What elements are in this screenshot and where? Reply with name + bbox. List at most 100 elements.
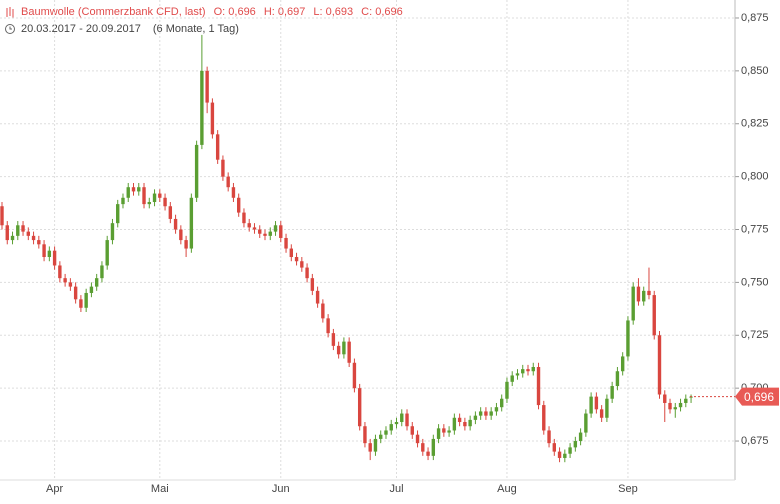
candle-body bbox=[79, 299, 83, 308]
candle-body bbox=[226, 176, 230, 188]
candle-body bbox=[179, 229, 183, 241]
candle-body bbox=[421, 443, 425, 452]
candle-body bbox=[463, 422, 467, 427]
candle-body bbox=[5, 225, 9, 241]
candle-body bbox=[121, 197, 125, 205]
candle-body bbox=[657, 335, 662, 395]
candle-body bbox=[484, 411, 488, 416]
candle-body bbox=[442, 428, 446, 433]
candle-body bbox=[321, 303, 325, 319]
candle-body bbox=[273, 225, 278, 232]
candle-body bbox=[478, 411, 483, 416]
candle-body bbox=[515, 373, 520, 376]
candle-body bbox=[116, 204, 120, 224]
candle-body bbox=[305, 267, 309, 279]
candle-body bbox=[258, 229, 262, 234]
candle-body bbox=[310, 278, 315, 291]
candle-body bbox=[342, 341, 346, 355]
candle-body bbox=[599, 409, 604, 418]
date-range: 20.03.2017 - 20.09.2017 bbox=[21, 23, 141, 35]
candle-body bbox=[584, 413, 588, 433]
candle-body bbox=[489, 411, 493, 416]
candle-body bbox=[410, 426, 414, 435]
candle-body bbox=[494, 407, 499, 412]
candle-body bbox=[231, 187, 236, 198]
candle-body bbox=[557, 451, 562, 458]
candle-body bbox=[389, 424, 393, 431]
candle-body bbox=[284, 237, 288, 249]
candle-body bbox=[405, 413, 409, 427]
candle-body bbox=[168, 206, 173, 219]
candle-body bbox=[242, 212, 246, 224]
candle-body bbox=[237, 197, 241, 213]
candle-body bbox=[678, 402, 683, 408]
candle-body bbox=[110, 223, 115, 241]
candle-body bbox=[173, 218, 178, 230]
candle-body bbox=[42, 244, 46, 258]
clock-icon bbox=[5, 24, 15, 34]
quote-value: O: 0,696 bbox=[214, 6, 256, 18]
candle-body bbox=[652, 295, 656, 336]
candle-body bbox=[105, 240, 109, 266]
candle-body bbox=[47, 250, 52, 258]
candle-body bbox=[400, 413, 404, 423]
y-tick-label: 0,875 bbox=[741, 12, 769, 24]
y-tick-label: 0,800 bbox=[741, 171, 769, 183]
candle-body bbox=[10, 235, 15, 241]
candle-body bbox=[221, 159, 225, 177]
candle-body bbox=[663, 394, 667, 403]
candle-body bbox=[336, 345, 341, 355]
candle-body bbox=[131, 187, 136, 192]
candle-body bbox=[642, 290, 646, 302]
candle-body bbox=[673, 407, 677, 410]
candle-body bbox=[147, 202, 151, 205]
candle-body bbox=[84, 292, 88, 308]
candle-body bbox=[58, 265, 62, 279]
candle-body bbox=[200, 70, 204, 145]
candle-body bbox=[578, 432, 583, 442]
y-tick-label: 0,825 bbox=[741, 118, 769, 130]
header-icon bbox=[6, 7, 14, 18]
candle-body bbox=[126, 187, 130, 198]
candle-body bbox=[189, 197, 194, 249]
candle-body bbox=[73, 286, 78, 300]
candle-body bbox=[573, 441, 578, 448]
candle-body bbox=[326, 318, 330, 334]
candle-body bbox=[568, 447, 572, 454]
candle-body bbox=[158, 193, 162, 198]
candle-body bbox=[394, 422, 399, 425]
quote-value: C: 0,696 bbox=[361, 6, 403, 18]
candle-body bbox=[620, 356, 625, 372]
candle-body bbox=[94, 278, 99, 287]
candle-body bbox=[684, 398, 688, 403]
candle-body bbox=[21, 225, 25, 232]
candle-body bbox=[615, 371, 620, 387]
candle-body bbox=[626, 320, 630, 357]
candle-body bbox=[352, 362, 357, 389]
candle-body bbox=[510, 375, 514, 382]
chart-title: Baumwolle (Commerzbank CFD, last) bbox=[21, 6, 206, 18]
candle-body bbox=[552, 443, 556, 452]
candle-body bbox=[636, 286, 641, 302]
candle-body bbox=[215, 134, 220, 160]
candle-body bbox=[289, 248, 293, 258]
candle-body bbox=[89, 286, 94, 293]
candle-body bbox=[610, 386, 614, 399]
candle-body bbox=[436, 428, 441, 439]
candle-body bbox=[184, 240, 188, 249]
candle-body bbox=[468, 419, 472, 427]
candle-body bbox=[26, 231, 30, 236]
candle-body bbox=[68, 282, 73, 287]
candle-body bbox=[252, 227, 257, 230]
candle-body bbox=[137, 187, 141, 192]
y-tick-label: 0,725 bbox=[741, 329, 769, 341]
candle-body bbox=[668, 402, 672, 410]
period: (6 Monate, 1 Tag) bbox=[153, 23, 239, 35]
y-tick-label: 0,850 bbox=[741, 65, 769, 77]
last-price-label: 0,696 bbox=[744, 390, 774, 404]
candle-body bbox=[194, 144, 199, 198]
candle-body bbox=[384, 430, 388, 435]
candle-body bbox=[315, 290, 320, 304]
